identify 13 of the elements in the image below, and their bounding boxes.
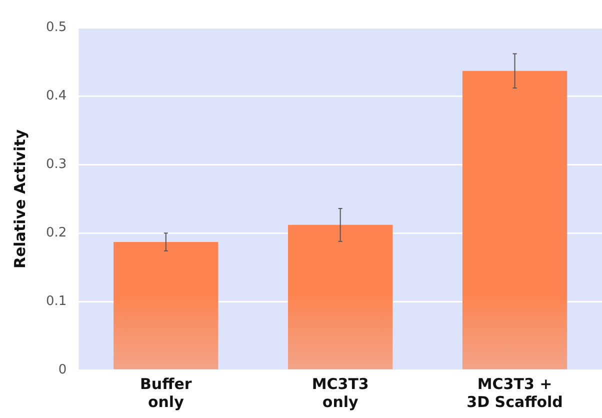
y-tick-label: 0.5 — [46, 20, 67, 36]
x-tick-label: MC3T3 only — [312, 374, 369, 411]
y-tick-label: 0.4 — [46, 88, 67, 104]
x-tick-label: Buffer only — [140, 374, 192, 411]
y-tick-label: 0.2 — [46, 225, 67, 240]
y-tick-label: 0.1 — [46, 294, 67, 309]
bar — [462, 70, 568, 370]
bar — [288, 224, 393, 370]
x-tick-label: MC3T3 + 3D Scaffold — [466, 374, 563, 411]
y-tick-label: 0.3 — [46, 157, 67, 172]
y-axis-title: Relative Activity — [10, 129, 29, 268]
bar — [114, 242, 218, 370]
y-tick-label: 0 — [58, 362, 67, 378]
